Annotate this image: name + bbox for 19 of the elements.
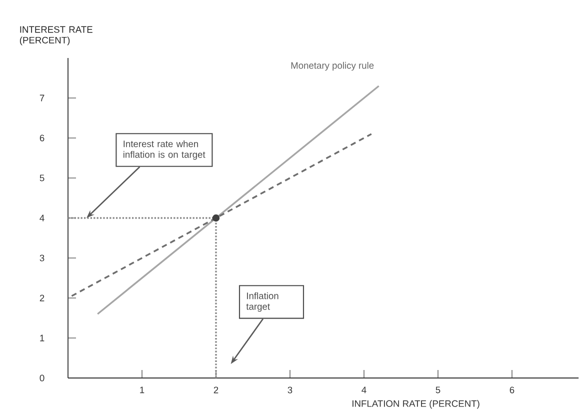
series-label: Monetary policy rule	[291, 62, 374, 71]
y-tick-label: 7	[40, 94, 44, 102]
x-tick-label: 3	[288, 386, 292, 394]
x-tick-label: 2	[214, 386, 218, 394]
annotation: Inflation target	[246, 292, 278, 312]
y-tick-label: 6	[40, 134, 44, 142]
x-tick-label: 1	[140, 386, 144, 394]
annotation: Interest rate when inflation is on target	[123, 140, 206, 160]
y-axis-title: INTEREST RATE (PERCENT)	[20, 26, 92, 46]
x-axis-title: INFLATION RATE (PERCENT)	[352, 400, 480, 409]
x-tick-label: 4	[362, 386, 366, 394]
y-tick-label: 4	[40, 214, 44, 222]
y-tick-label: 0	[40, 374, 44, 382]
x-tick-label: 5	[436, 386, 440, 394]
y-tick-label: 1	[40, 334, 44, 342]
y-tick-label: 5	[40, 174, 44, 182]
y-tick-label: 3	[40, 254, 44, 262]
x-tick-label: 6	[510, 386, 514, 394]
y-tick-label: 2	[40, 294, 44, 302]
